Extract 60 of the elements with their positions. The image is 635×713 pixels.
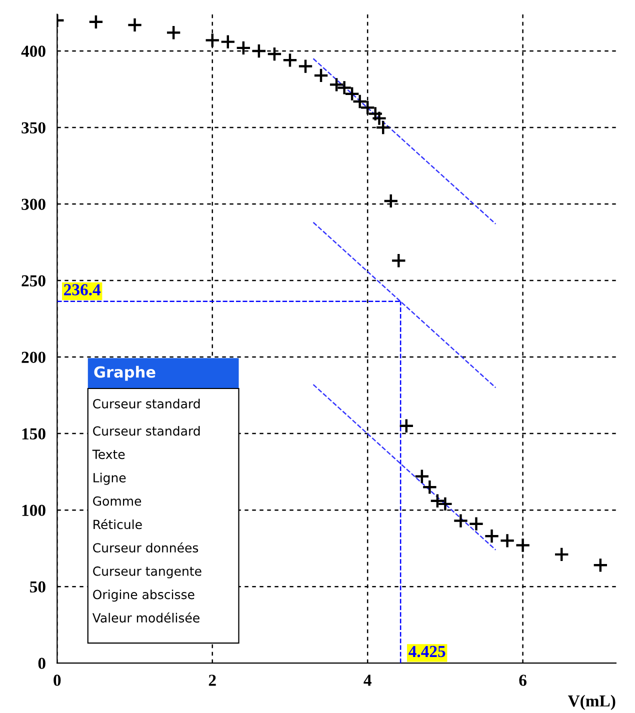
- point: [88, 14, 104, 30]
- annotation: Curseur données: [93, 542, 198, 553]
- annotation: Ligne: [94, 472, 126, 485]
- point: [430, 493, 446, 509]
- point: [266, 46, 282, 62]
- point: [515, 538, 531, 553]
- point: [344, 86, 360, 102]
- ref-line-label: 4.425: [408, 646, 446, 658]
- point: [422, 479, 438, 495]
- y-tick-label: 0: [38, 658, 46, 670]
- point: [414, 468, 430, 484]
- annotation: Texte: [92, 450, 125, 460]
- point: [398, 418, 414, 434]
- x-tick-label: 4: [364, 674, 372, 686]
- y-tick-label: 400: [21, 46, 46, 57]
- annotation: Gomme: [93, 496, 142, 506]
- point: [220, 34, 236, 50]
- y-tick-label: 300: [22, 198, 46, 210]
- annotation: Curseur standard: [93, 398, 200, 408]
- point: [328, 76, 344, 92]
- point: [390, 252, 406, 268]
- point: [336, 80, 352, 96]
- point: [204, 32, 220, 48]
- point: [368, 106, 384, 122]
- point: [453, 513, 468, 528]
- point: [375, 120, 391, 136]
- point: [236, 40, 252, 56]
- point: [592, 557, 608, 573]
- point: [127, 17, 142, 33]
- annotation: Curseur standard: [93, 426, 200, 436]
- point: [383, 193, 399, 209]
- y-tick-label: 150: [22, 428, 46, 440]
- point: [554, 546, 570, 562]
- y-tick-label: 100: [22, 504, 46, 516]
- point: [360, 100, 376, 116]
- point: [166, 24, 182, 40]
- point: [352, 94, 368, 110]
- point: [468, 516, 484, 532]
- x-tick-label: 0: [54, 674, 61, 686]
- x-tick-label: 6: [519, 674, 526, 686]
- ref-line-label: 236.4: [64, 284, 101, 296]
- x-axis-title: V(mL): [568, 694, 616, 710]
- annotation: Curseur tangente: [93, 566, 202, 578]
- y-tick-label: 350: [22, 122, 46, 134]
- x-tick-label: 2: [208, 674, 216, 686]
- annotation: Origine abscisse: [93, 590, 194, 602]
- point: [484, 528, 500, 544]
- annotation: Valeur modélisée: [92, 612, 200, 623]
- point: [298, 58, 314, 74]
- point: [438, 496, 453, 512]
- point: [251, 43, 267, 59]
- y-tick-label: 50: [30, 581, 46, 593]
- annotation: Réticule: [94, 518, 142, 530]
- point: [500, 532, 515, 548]
- y-tick-label: 200: [22, 352, 46, 363]
- point: [372, 110, 387, 126]
- annotation: Graphe: [94, 366, 156, 381]
- y-tick-label: 250: [22, 275, 46, 286]
- point: [313, 68, 329, 84]
- point: [282, 52, 298, 68]
